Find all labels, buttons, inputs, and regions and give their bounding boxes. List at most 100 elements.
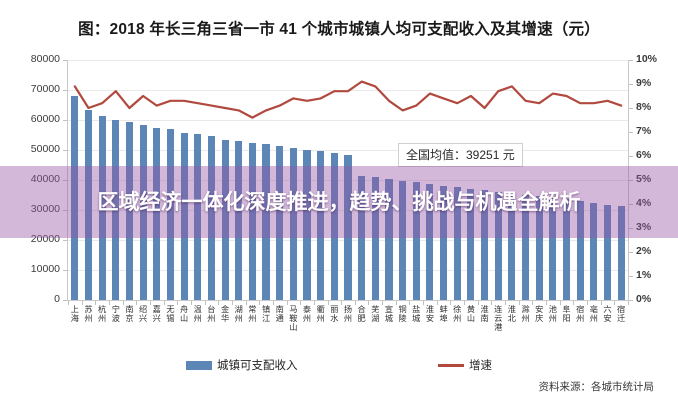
y-axis-right-tick-label: 0% — [636, 293, 652, 305]
bar — [440, 185, 448, 300]
x-axis-tick-label: 苏州 — [84, 305, 93, 324]
gridline — [68, 60, 628, 61]
y2-tick — [629, 228, 633, 229]
x-tick — [423, 301, 425, 305]
x-tick — [272, 301, 274, 305]
x-tick — [81, 301, 83, 305]
x-tick — [68, 301, 69, 305]
x-tick — [177, 301, 179, 305]
x-tick — [628, 301, 629, 305]
x-axis-tick-label: 扬州 — [343, 305, 353, 324]
y2-tick — [629, 60, 633, 61]
x-axis-tick-label: 淮北 — [507, 305, 516, 324]
x-axis-tick-label: 镇江 — [261, 305, 271, 324]
x-axis-tick-label: 连云港 — [494, 305, 503, 333]
y-axis-left-tick-label: 80000 — [30, 53, 60, 65]
y-axis-right-tick-label: 8% — [636, 101, 652, 113]
x-tick — [614, 301, 616, 305]
x-tick — [245, 301, 247, 305]
x-tick — [95, 301, 97, 305]
bar — [535, 196, 543, 300]
x-tick — [300, 301, 302, 305]
gridline — [68, 150, 628, 151]
bar — [412, 182, 420, 300]
legend-item-growth: 增速 — [438, 357, 492, 373]
x-axis-tick-label: 阜阳 — [562, 305, 571, 324]
y-axis-left-tick-label: 40000 — [30, 173, 60, 185]
y-axis-left-tick-label: 0 — [54, 293, 60, 305]
x-tick — [559, 301, 561, 305]
legend-label-income: 城镇可支配收入 — [217, 360, 298, 372]
x-axis-tick-label: 常州 — [248, 305, 257, 324]
x-tick — [204, 301, 206, 305]
x-axis-tick-label: 池州 — [548, 305, 557, 324]
y-axis-right-tick-label: 4% — [636, 197, 652, 209]
bar — [385, 179, 393, 300]
x-axis-tick-label: 杭州 — [98, 305, 107, 324]
y-axis-left-tick-label: 10000 — [30, 263, 60, 275]
bar — [344, 154, 352, 300]
x-axis-tick-label: 合肥 — [357, 305, 366, 324]
y-tick — [63, 120, 67, 121]
x-tick — [122, 301, 124, 305]
y2-tick — [629, 84, 633, 85]
y-axis-right-tick-label: 6% — [636, 149, 652, 161]
bar — [303, 149, 311, 300]
y-axis-right-tick-label: 2% — [636, 245, 652, 257]
x-tick — [136, 301, 138, 305]
x-axis-tick-label: 宿迁 — [617, 305, 626, 324]
bar — [453, 187, 461, 300]
x-tick — [327, 301, 329, 305]
x-axis-tick-label: 铜陵 — [398, 305, 407, 324]
bar — [617, 206, 625, 300]
x-tick — [395, 301, 397, 305]
x-axis-tick-label: 南通 — [275, 305, 284, 324]
y2-tick — [629, 180, 633, 181]
y-axis-right-tick-label: 1% — [636, 269, 652, 281]
x-axis-tick-label: 金华 — [220, 305, 230, 324]
national-average-annotation: 全国均值：39251 元 — [398, 143, 523, 167]
bar — [71, 95, 79, 300]
bar — [289, 148, 297, 300]
y-axis-left-line — [67, 60, 68, 301]
x-axis-tick-label: 南京 — [125, 305, 134, 324]
x-tick — [518, 301, 520, 305]
y-axis-left-tick-label: 70000 — [30, 83, 60, 95]
bar — [481, 190, 489, 300]
y2-tick — [629, 276, 633, 277]
y-axis-left-tick-label: 20000 — [30, 233, 60, 245]
y-axis-right-line — [628, 60, 629, 301]
x-axis-tick-label: 泰州 — [302, 305, 312, 324]
x-axis-tick-label: 盐城 — [412, 305, 421, 324]
x-tick — [491, 301, 493, 305]
bar — [166, 129, 174, 300]
y2-tick — [629, 252, 633, 253]
source-note: 资料来源：各城市统计局 — [538, 381, 655, 393]
x-tick — [532, 301, 534, 305]
x-tick — [436, 301, 438, 305]
y-tick — [63, 180, 67, 181]
y-tick — [63, 150, 67, 151]
x-axis-tick-label: 宣城 — [384, 305, 394, 324]
x-axis-tick-label: 亳州 — [589, 305, 598, 324]
bar — [317, 151, 325, 300]
y2-tick — [629, 156, 633, 157]
x-tick — [231, 301, 233, 305]
x-tick — [368, 301, 370, 305]
x-axis-tick-label: 芜湖 — [371, 305, 380, 324]
bar — [125, 122, 133, 300]
y-tick — [63, 60, 67, 61]
bar — [112, 119, 120, 300]
bar — [180, 132, 188, 300]
y2-tick — [629, 204, 633, 205]
bar — [467, 188, 475, 300]
gridline — [68, 120, 628, 121]
x-axis-tick-label: 温州 — [193, 305, 202, 324]
y-axis-right-tick-label: 9% — [636, 77, 652, 89]
bar — [603, 204, 612, 300]
bar — [549, 197, 557, 300]
y2-tick — [629, 108, 633, 109]
growth-line — [75, 82, 621, 118]
y-tick — [63, 240, 67, 241]
